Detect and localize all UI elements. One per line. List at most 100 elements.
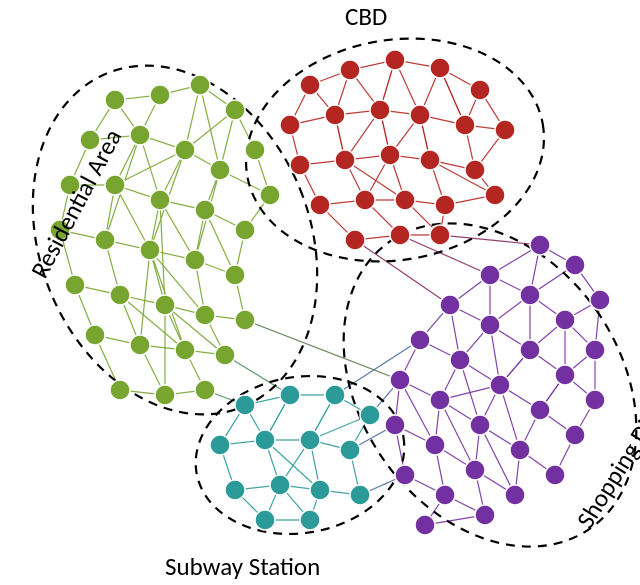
node (325, 385, 345, 405)
node (210, 160, 230, 180)
node (380, 145, 400, 165)
node (245, 140, 265, 160)
node (270, 475, 290, 495)
node (280, 385, 300, 405)
node (465, 460, 485, 480)
node (435, 195, 455, 215)
node (385, 50, 405, 70)
node (260, 185, 280, 205)
node (225, 480, 245, 500)
node (530, 400, 550, 420)
cluster-label-shopping: Shopping District (570, 371, 640, 534)
node (465, 160, 485, 180)
node (130, 125, 150, 145)
node (300, 430, 320, 450)
node (435, 485, 455, 505)
node (185, 250, 205, 270)
node (335, 150, 355, 170)
node (235, 220, 255, 240)
cluster-label-subway: Subway Station (165, 551, 320, 582)
node (485, 185, 505, 205)
node (450, 350, 470, 370)
node (310, 480, 330, 500)
node (235, 395, 255, 415)
node (490, 375, 510, 395)
node (585, 340, 605, 360)
node (470, 80, 490, 100)
node (390, 370, 410, 390)
node (140, 240, 160, 260)
node (195, 305, 215, 325)
node (255, 430, 275, 450)
node (370, 100, 390, 120)
network-diagram: Residential Area CBD Subway Station Shoppin… (0, 0, 640, 585)
node (555, 310, 575, 330)
node (385, 415, 405, 435)
node (510, 440, 530, 460)
node (325, 105, 345, 125)
node (105, 175, 125, 195)
node (590, 290, 610, 310)
node (345, 230, 365, 250)
node (530, 235, 550, 255)
node (155, 295, 175, 315)
node (565, 425, 585, 445)
node (430, 58, 450, 78)
inter-edge (245, 320, 400, 380)
node (110, 285, 130, 305)
node (455, 115, 475, 135)
nodes-layer (50, 50, 610, 535)
node (470, 415, 490, 435)
node (390, 225, 410, 245)
node (155, 385, 175, 405)
node (255, 510, 275, 530)
node (310, 195, 330, 215)
node (520, 340, 540, 360)
node (225, 100, 245, 120)
node (520, 285, 540, 305)
node (415, 515, 435, 535)
node (130, 335, 150, 355)
node (175, 340, 195, 360)
node (430, 390, 450, 410)
node (300, 75, 320, 95)
node (225, 265, 245, 285)
edge (345, 160, 405, 200)
node (585, 390, 605, 410)
node (340, 60, 360, 80)
node (190, 75, 210, 95)
node (195, 380, 215, 400)
node (555, 365, 575, 385)
node (360, 405, 380, 425)
node (480, 265, 500, 285)
node (410, 105, 430, 125)
node (150, 190, 170, 210)
inter-edge (225, 355, 290, 395)
node (340, 440, 360, 460)
inter-edge (355, 240, 450, 305)
node (235, 310, 255, 330)
edge (140, 250, 150, 345)
node (495, 120, 515, 140)
node (290, 155, 310, 175)
node (545, 465, 565, 485)
node (505, 485, 525, 505)
node (565, 255, 585, 275)
node (105, 90, 125, 110)
node (150, 85, 170, 105)
node (420, 150, 440, 170)
node (95, 230, 115, 250)
edge (400, 380, 435, 445)
node (300, 510, 320, 530)
node (215, 345, 235, 365)
cluster-label-residential: Residential Area (24, 124, 128, 283)
cluster-label-cbd: CBD (345, 1, 387, 32)
node (110, 380, 130, 400)
node (65, 275, 85, 295)
node (425, 435, 445, 455)
node (395, 465, 415, 485)
node (480, 315, 500, 335)
node (280, 115, 300, 135)
node (440, 295, 460, 315)
node (430, 225, 450, 245)
